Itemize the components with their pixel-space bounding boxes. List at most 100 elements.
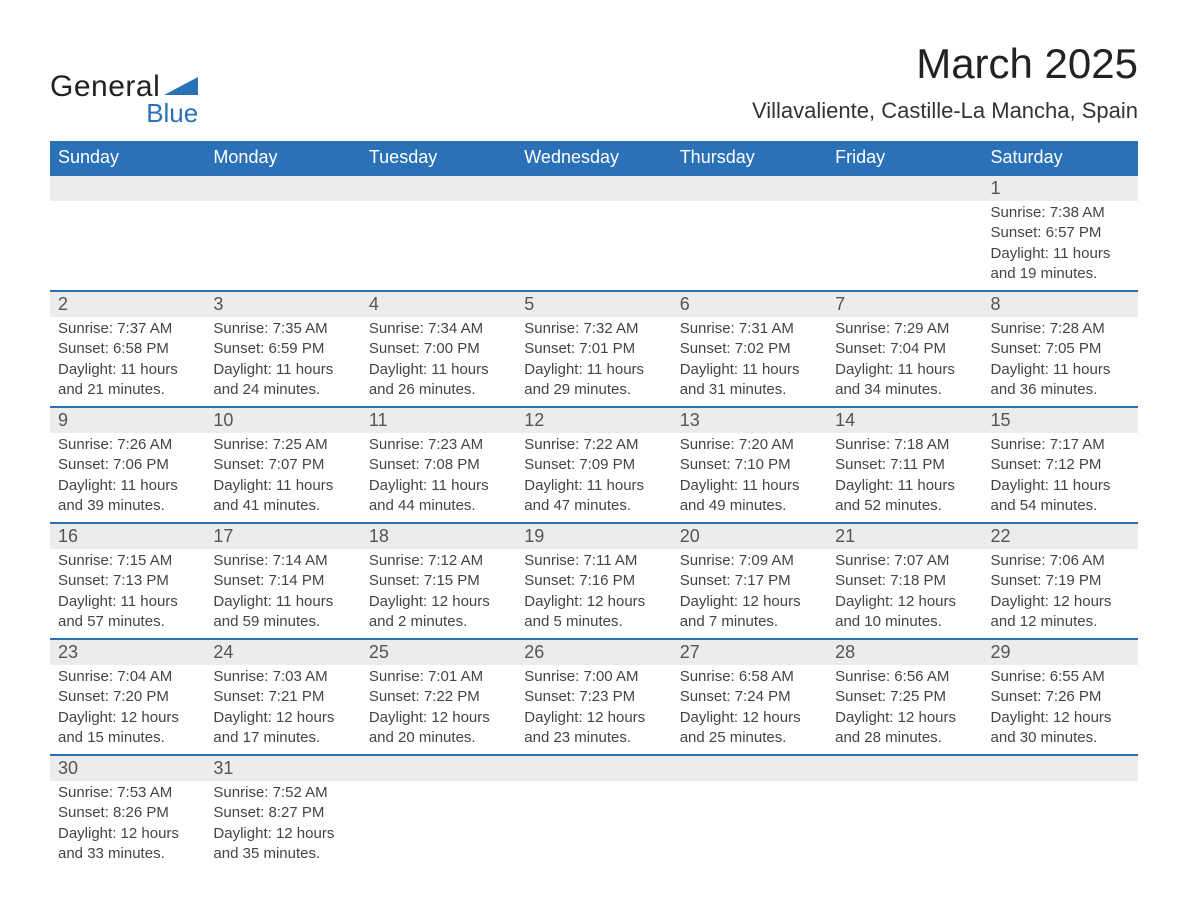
week-detail-row: Sunrise: 7:53 AMSunset: 8:26 PMDaylight:… (50, 781, 1138, 870)
day-number: 4 (361, 292, 516, 317)
sunrise-line: Sunrise: 6:58 AM (680, 667, 819, 687)
day-number-cell: 10 (205, 407, 360, 433)
day-number-cell (205, 175, 360, 201)
sunset-line: Sunset: 7:13 PM (58, 571, 197, 591)
daylight-line: Daylight: 11 hours and 57 minutes. (58, 592, 197, 633)
day-detail-cell: Sunrise: 6:58 AMSunset: 7:24 PMDaylight:… (672, 665, 827, 755)
daylight-line: Daylight: 11 hours and 47 minutes. (524, 476, 663, 517)
day-number-cell: 27 (672, 639, 827, 665)
day-number-cell (672, 175, 827, 201)
day-number-cell: 28 (827, 639, 982, 665)
day-number: 10 (205, 408, 360, 433)
day-number: 26 (516, 640, 671, 665)
daylight-line: Daylight: 11 hours and 54 minutes. (991, 476, 1130, 517)
sunset-line: Sunset: 7:08 PM (369, 455, 508, 475)
sunset-line: Sunset: 7:19 PM (991, 571, 1130, 591)
day-number: 3 (205, 292, 360, 317)
day-detail-cell: Sunrise: 7:14 AMSunset: 7:14 PMDaylight:… (205, 549, 360, 639)
day-detail-cell: Sunrise: 6:55 AMSunset: 7:26 PMDaylight:… (983, 665, 1138, 755)
day-detail-cell (983, 781, 1138, 870)
sunrise-line: Sunrise: 7:29 AM (835, 319, 974, 339)
day-detail-cell (516, 201, 671, 291)
sunrise-line: Sunrise: 7:07 AM (835, 551, 974, 571)
location-subtitle: Villavaliente, Castille-La Mancha, Spain (752, 98, 1138, 124)
calendar-table: Sunday Monday Tuesday Wednesday Thursday… (50, 141, 1138, 870)
sunrise-line: Sunrise: 7:35 AM (213, 319, 352, 339)
day-detail-cell: Sunrise: 7:01 AMSunset: 7:22 PMDaylight:… (361, 665, 516, 755)
day-number-cell: 3 (205, 291, 360, 317)
sunrise-line: Sunrise: 7:03 AM (213, 667, 352, 687)
day-number-cell: 4 (361, 291, 516, 317)
day-detail-cell: Sunrise: 7:37 AMSunset: 6:58 PMDaylight:… (50, 317, 205, 407)
day-number: 27 (672, 640, 827, 665)
logo-triangle-icon (164, 73, 198, 100)
sunrise-line: Sunrise: 7:38 AM (991, 203, 1130, 223)
sunrise-line: Sunrise: 7:00 AM (524, 667, 663, 687)
sunset-line: Sunset: 7:12 PM (991, 455, 1130, 475)
day-detail-cell: Sunrise: 7:26 AMSunset: 7:06 PMDaylight:… (50, 433, 205, 523)
day-detail-cell: Sunrise: 7:28 AMSunset: 7:05 PMDaylight:… (983, 317, 1138, 407)
day-number-cell (516, 175, 671, 201)
col-thursday: Thursday (672, 141, 827, 175)
day-number-cell (50, 175, 205, 201)
sunrise-line: Sunrise: 7:17 AM (991, 435, 1130, 455)
col-friday: Friday (827, 141, 982, 175)
week-daynum-row: 9101112131415 (50, 407, 1138, 433)
day-number-cell (827, 175, 982, 201)
title-block: March 2025 Villavaliente, Castille-La Ma… (752, 40, 1138, 124)
header: General Blue March 2025 Villavaliente, C… (50, 40, 1138, 129)
day-number: 8 (983, 292, 1138, 317)
daylight-line: Daylight: 12 hours and 5 minutes. (524, 592, 663, 633)
day-detail-cell: Sunrise: 7:25 AMSunset: 7:07 PMDaylight:… (205, 433, 360, 523)
col-sunday: Sunday (50, 141, 205, 175)
sunrise-line: Sunrise: 7:52 AM (213, 783, 352, 803)
day-number: 17 (205, 524, 360, 549)
day-number-cell: 26 (516, 639, 671, 665)
daylight-line: Daylight: 12 hours and 35 minutes. (213, 824, 352, 865)
sunrise-line: Sunrise: 7:34 AM (369, 319, 508, 339)
day-number: 1 (983, 176, 1138, 201)
daylight-line: Daylight: 11 hours and 59 minutes. (213, 592, 352, 633)
day-number-cell: 17 (205, 523, 360, 549)
day-detail-cell (672, 781, 827, 870)
sunset-line: Sunset: 7:24 PM (680, 687, 819, 707)
day-detail-cell: Sunrise: 7:12 AMSunset: 7:15 PMDaylight:… (361, 549, 516, 639)
day-number-cell: 19 (516, 523, 671, 549)
day-number-cell: 1 (983, 175, 1138, 201)
sunrise-line: Sunrise: 7:23 AM (369, 435, 508, 455)
day-number: 6 (672, 292, 827, 317)
weekday-header-row: Sunday Monday Tuesday Wednesday Thursday… (50, 141, 1138, 175)
daylight-line: Daylight: 12 hours and 7 minutes. (680, 592, 819, 633)
day-number: 25 (361, 640, 516, 665)
sunset-line: Sunset: 7:15 PM (369, 571, 508, 591)
daylight-line: Daylight: 12 hours and 20 minutes. (369, 708, 508, 749)
day-number: 7 (827, 292, 982, 317)
day-number-cell: 12 (516, 407, 671, 433)
day-number-cell: 9 (50, 407, 205, 433)
day-number-cell: 15 (983, 407, 1138, 433)
sunrise-line: Sunrise: 7:26 AM (58, 435, 197, 455)
day-number: 18 (361, 524, 516, 549)
week-daynum-row: 3031 (50, 755, 1138, 781)
sunrise-line: Sunrise: 7:53 AM (58, 783, 197, 803)
col-wednesday: Wednesday (516, 141, 671, 175)
day-detail-cell: Sunrise: 7:06 AMSunset: 7:19 PMDaylight:… (983, 549, 1138, 639)
day-number: 12 (516, 408, 671, 433)
day-number-cell: 30 (50, 755, 205, 781)
daylight-line: Daylight: 12 hours and 10 minutes. (835, 592, 974, 633)
logo: General Blue (50, 70, 198, 129)
day-number-cell: 8 (983, 291, 1138, 317)
day-number-cell: 29 (983, 639, 1138, 665)
sunrise-line: Sunrise: 7:15 AM (58, 551, 197, 571)
sunrise-line: Sunrise: 7:11 AM (524, 551, 663, 571)
sunrise-line: Sunrise: 7:28 AM (991, 319, 1130, 339)
day-number-cell: 21 (827, 523, 982, 549)
sunset-line: Sunset: 7:16 PM (524, 571, 663, 591)
sunset-line: Sunset: 7:05 PM (991, 339, 1130, 359)
sunrise-line: Sunrise: 7:18 AM (835, 435, 974, 455)
day-detail-cell (205, 201, 360, 291)
day-detail-cell: Sunrise: 7:20 AMSunset: 7:10 PMDaylight:… (672, 433, 827, 523)
week-detail-row: Sunrise: 7:37 AMSunset: 6:58 PMDaylight:… (50, 317, 1138, 407)
day-detail-cell: Sunrise: 7:31 AMSunset: 7:02 PMDaylight:… (672, 317, 827, 407)
day-number-cell: 23 (50, 639, 205, 665)
